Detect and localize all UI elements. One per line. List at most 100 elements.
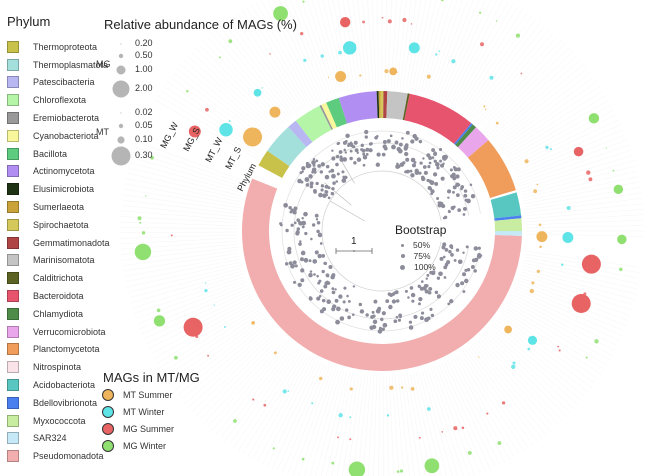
abundance-size-label: 0.30 (135, 150, 153, 160)
bootstrap-dot (474, 257, 479, 262)
phylum-legend-item: Bacillota (7, 145, 110, 163)
bootstrap-dot (470, 193, 476, 199)
tip-guide-line (525, 197, 642, 214)
abundance-bubble-mt-w (287, 390, 290, 392)
abundance-bubble-mt-s (389, 385, 394, 390)
bootstrap-dot-icon (400, 264, 405, 270)
tip-guide-line (521, 268, 635, 300)
abundance-bubble-mt-w (426, 407, 431, 411)
bootstrap-dot (300, 268, 305, 273)
tip-guide-line (418, 371, 447, 476)
bootstrap-dot-icon (400, 254, 405, 258)
bootstrap-dot (289, 210, 293, 214)
bootstrap-dot (389, 134, 393, 138)
phylum-ring-segment-chlamydiota (455, 124, 477, 148)
tip-guide-line (298, 368, 336, 476)
bootstrap-dot (359, 309, 365, 314)
tip-guide-line (281, 364, 327, 474)
bootstrap-dot (298, 242, 302, 246)
bootstrap-dot (443, 265, 448, 270)
bootstrap-dot (369, 325, 374, 330)
bootstrap-dot (455, 182, 460, 187)
bootstrap-dot (422, 157, 425, 160)
phylum-legend-item: Bdellovibrionota (7, 394, 110, 412)
bootstrap-dot (315, 218, 319, 221)
bootstrap-dot (453, 167, 458, 172)
bootstrap-dot (422, 286, 427, 291)
bootstrap-dot (320, 184, 325, 188)
tip-guide-line (475, 341, 551, 432)
bootstrap-dot (321, 254, 326, 258)
bootstrap-dot (319, 170, 324, 174)
tip-guide-line (192, 330, 278, 412)
abundance-bubble-mg-s (349, 438, 352, 441)
scale-bar (335, 248, 373, 254)
bootstrap-dot (316, 220, 321, 225)
abundance-size-circle-icon (118, 123, 124, 129)
tip-guide-line (121, 199, 239, 215)
bootstrap-dot (335, 155, 340, 159)
tip-guide-line (357, 375, 369, 476)
tip-guide-line (252, 356, 311, 459)
bootstrap-dot (377, 306, 382, 311)
tip-guide-line (212, 341, 289, 431)
bootstrap-dot (447, 196, 450, 199)
bootstrap-dot (381, 152, 386, 157)
tip-guide-line (224, 346, 296, 441)
bootstrap-dot (284, 262, 289, 266)
bootstrap-dot (442, 156, 447, 161)
mag-legend: MT Summer MT Winter MG Summer MG Winter (102, 386, 174, 454)
phylum-label: Patescibacteria (33, 77, 95, 88)
abundance-bubble-mg-s (170, 234, 173, 237)
bootstrap-dot (358, 302, 363, 307)
bootstrap-dot (319, 309, 324, 314)
phylum-swatch-icon (7, 76, 19, 89)
abundance-bubble-mg-w (134, 243, 152, 261)
bootstrap-dot (405, 169, 410, 174)
tip-guide-line (427, 368, 464, 476)
abundance-size-label: 0.02 (135, 107, 153, 117)
bootstrap-dot (308, 259, 312, 263)
tip-guide-line (357, 0, 368, 87)
phylum-legend-item: Patescibacteria (7, 74, 110, 92)
bootstrap-dot (318, 294, 322, 298)
bootstrap-dot (328, 264, 333, 270)
bootstrap-dot (460, 185, 465, 189)
bootstrap-dot (473, 246, 479, 251)
tip-guide-line (362, 0, 371, 87)
abundance-bubble-mt-w (527, 335, 538, 345)
bootstrap-dot (344, 151, 347, 154)
bootstrap-dot (373, 299, 378, 304)
tip-guide-line (312, 0, 341, 93)
bootstrap-dot (326, 281, 331, 285)
bootstrap-dot (311, 223, 316, 227)
bootstrap-dot (324, 174, 330, 180)
tip-guide-line (411, 0, 432, 90)
bootstrap-dot (330, 168, 335, 173)
phylum-ring-segment-sumerlaeota (378, 91, 381, 119)
tip-guide-line (486, 331, 571, 414)
abundance-bubble-mg-s (339, 17, 351, 28)
abundance-bubble-mt-s (426, 74, 431, 79)
tip-guide-line (487, 51, 574, 132)
bootstrap-dot (313, 188, 317, 193)
bootstrap-dot (332, 304, 337, 309)
bootstrap-dot (428, 179, 433, 184)
bootstrap-dot (319, 242, 323, 245)
tip-guide-line (494, 322, 586, 397)
tip-guide-line (436, 365, 481, 474)
bootstrap-dot (354, 148, 359, 153)
phylum-label: Pseudomonadota (33, 451, 104, 462)
bootstrap-dot (288, 206, 292, 210)
abundance-bubble-mg-s (571, 294, 591, 314)
tip-guide-line (342, 374, 360, 476)
tip-guide-line (170, 316, 266, 387)
tip-guide-line (513, 291, 620, 342)
tip-guide-line (229, 348, 298, 445)
bootstrap-dot (345, 133, 350, 139)
tip-guide-line (499, 315, 596, 384)
bootstrap-dot (301, 217, 304, 220)
bootstrap-dot (300, 250, 306, 256)
bootstrap-dot (303, 257, 309, 263)
tip-guide-line (515, 286, 625, 332)
